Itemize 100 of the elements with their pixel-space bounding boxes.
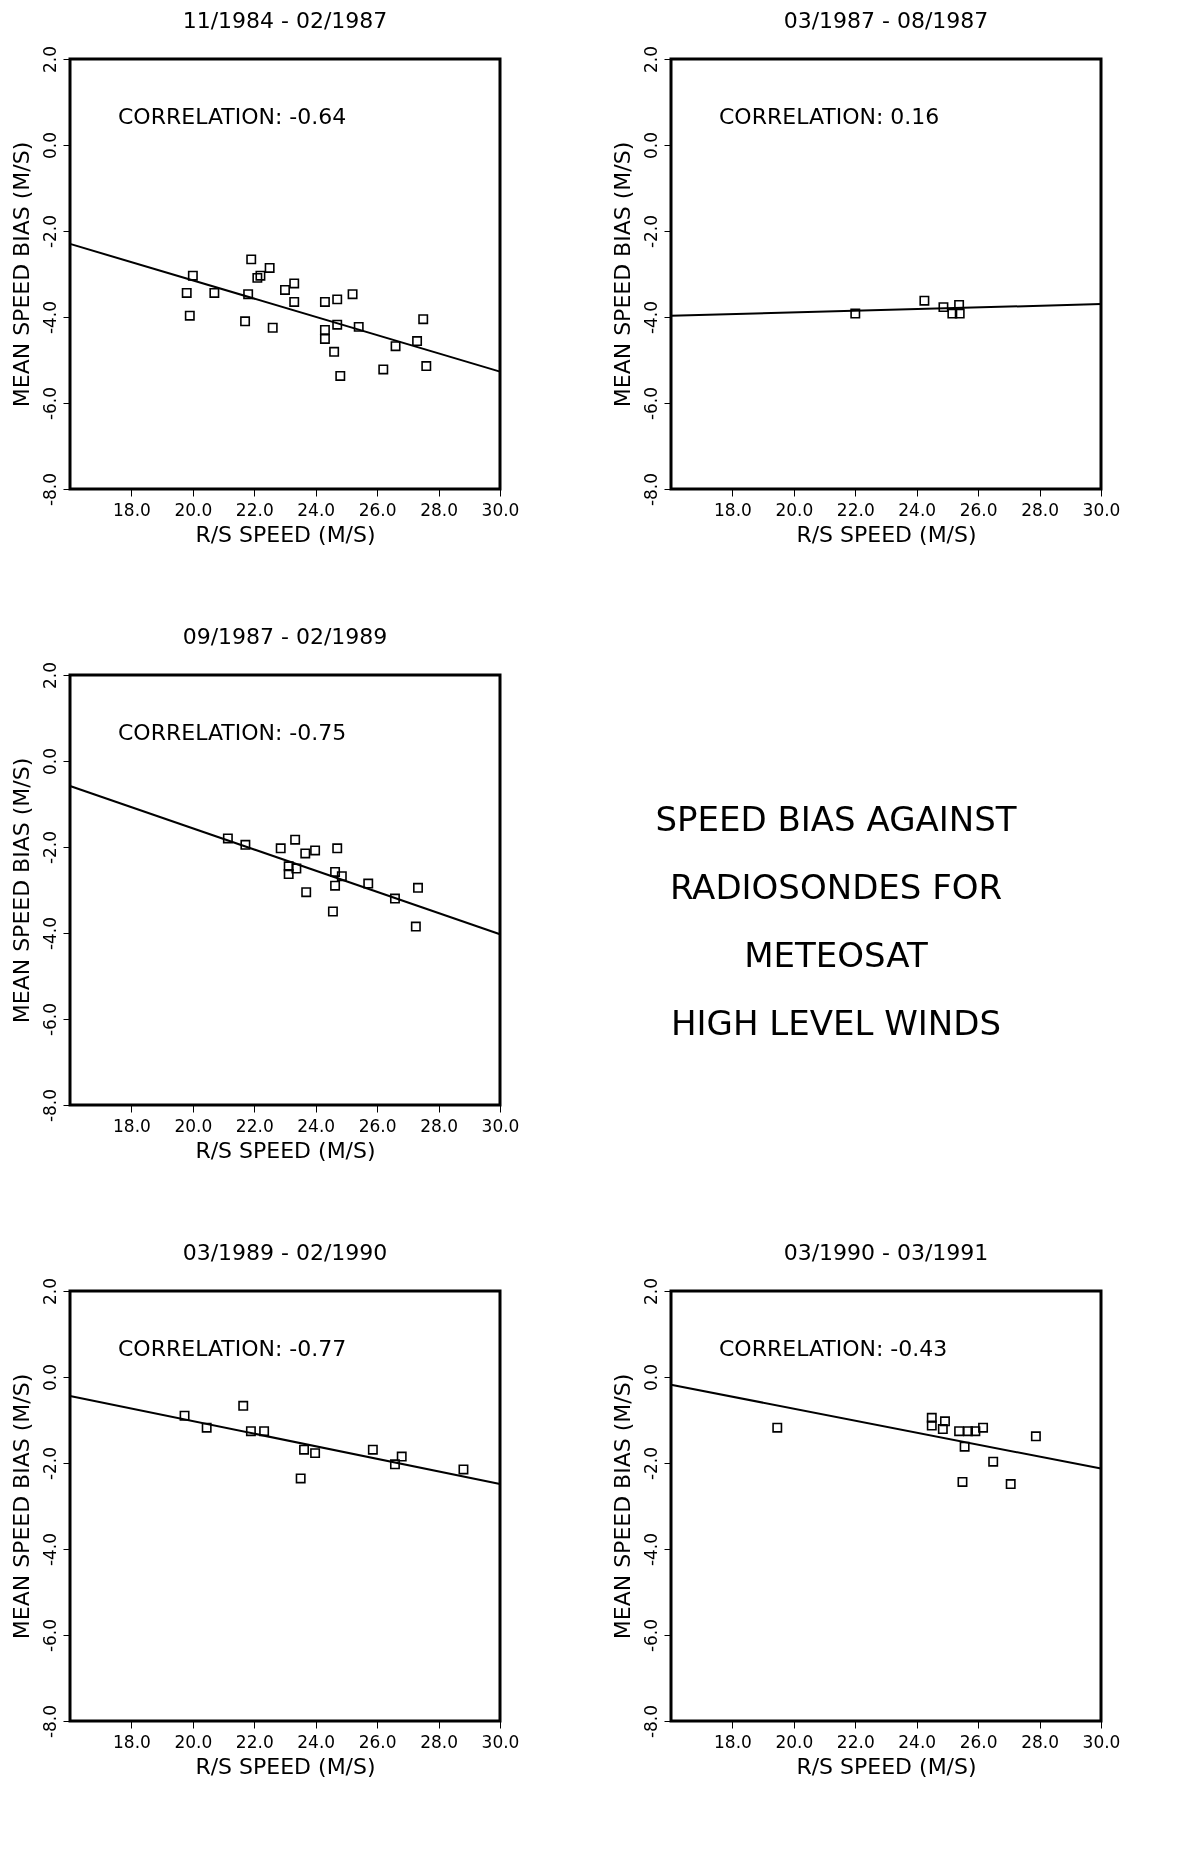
point bbox=[336, 871, 347, 882]
x-axis-title: R/S SPEED (M/S) bbox=[195, 1137, 376, 1163]
point bbox=[301, 887, 312, 898]
x-tick-label: 28.0 bbox=[420, 1731, 458, 1752]
x-tick-label: 26.0 bbox=[358, 1731, 397, 1752]
x-tick-label: 20.0 bbox=[174, 499, 213, 520]
x-tick-label: 22.0 bbox=[836, 499, 875, 520]
point bbox=[389, 893, 400, 904]
point bbox=[1005, 1479, 1016, 1490]
text: SPEED BIAS AGAINST bbox=[655, 799, 1017, 839]
x-tick-label: 20.0 bbox=[174, 1115, 213, 1136]
point bbox=[390, 341, 401, 352]
point bbox=[264, 263, 275, 273]
point bbox=[240, 839, 251, 850]
point bbox=[201, 1422, 212, 1433]
point bbox=[300, 848, 311, 859]
point bbox=[310, 845, 321, 856]
x-tick-label: 20.0 bbox=[174, 1731, 213, 1752]
y-axis-title: MEAN SPEED BIAS (M/S) bbox=[609, 1373, 635, 1640]
point bbox=[926, 1412, 937, 1423]
y-tick-label: 2.0 bbox=[640, 1277, 661, 1306]
point bbox=[772, 1422, 783, 1433]
y-tick-label: -4.0 bbox=[640, 1532, 661, 1567]
point bbox=[939, 1416, 950, 1427]
point bbox=[299, 1444, 310, 1455]
point bbox=[954, 299, 965, 310]
chart-title: 09/1987 - 02/1989 bbox=[182, 624, 388, 650]
point bbox=[410, 921, 421, 932]
point bbox=[418, 314, 429, 325]
y-tick-label: 2.0 bbox=[39, 1277, 60, 1306]
x-tick-label: 22.0 bbox=[836, 1731, 875, 1752]
y-tick-label: -8.0 bbox=[640, 1704, 661, 1739]
y-tick-label: -2.0 bbox=[640, 214, 661, 249]
point bbox=[319, 333, 330, 344]
point bbox=[280, 284, 290, 295]
x-tick-label: 18.0 bbox=[714, 499, 752, 520]
point bbox=[332, 319, 343, 330]
y-tick-label: -4.0 bbox=[39, 300, 60, 335]
x-tick-label: 22.0 bbox=[235, 1115, 274, 1136]
annotation: CORRELATION: -0.43 bbox=[719, 1336, 948, 1361]
point bbox=[327, 906, 338, 917]
point bbox=[222, 833, 233, 844]
point bbox=[329, 346, 340, 357]
x-tick-label: 26.0 bbox=[959, 499, 998, 520]
x-axis-title: R/S SPEED (M/S) bbox=[796, 1753, 977, 1779]
point bbox=[179, 1410, 190, 1421]
x-axis-title: R/S SPEED (M/S) bbox=[195, 521, 376, 547]
x-axis-title: R/S SPEED (M/S) bbox=[796, 521, 977, 547]
y-tick-label: 0.0 bbox=[640, 1363, 661, 1392]
chart-title: 03/1987 - 08/1987 bbox=[783, 8, 989, 34]
point bbox=[243, 289, 254, 300]
y-tick-label: 0.0 bbox=[39, 1363, 60, 1392]
point bbox=[396, 1451, 407, 1462]
y-tick-label: -2.0 bbox=[39, 214, 60, 249]
point bbox=[850, 308, 861, 319]
y-tick-label: 0.0 bbox=[39, 747, 60, 776]
chart-title: 11/1984 - 02/1987 bbox=[182, 8, 388, 34]
point bbox=[353, 321, 364, 332]
y-tick-label: -8.0 bbox=[39, 472, 60, 507]
y-tick-label: -2.0 bbox=[640, 1446, 661, 1481]
point bbox=[275, 843, 286, 854]
x-axis-title: R/S SPEED (M/S) bbox=[195, 1753, 376, 1779]
point bbox=[938, 302, 949, 313]
y-tick-label: -6.0 bbox=[640, 386, 661, 421]
x-tick-label: 24.0 bbox=[297, 1115, 336, 1136]
point bbox=[412, 336, 423, 347]
y-tick-label: 0.0 bbox=[39, 131, 60, 160]
point bbox=[330, 866, 341, 877]
point bbox=[458, 1464, 469, 1475]
x-tick-label: 28.0 bbox=[1021, 1731, 1059, 1752]
point bbox=[926, 1420, 937, 1431]
point bbox=[963, 1426, 973, 1437]
point bbox=[291, 863, 302, 874]
y-tick-label: -4.0 bbox=[640, 300, 661, 335]
x-tick-label: 24.0 bbox=[898, 1731, 937, 1752]
point bbox=[246, 254, 257, 265]
point bbox=[378, 364, 389, 375]
point bbox=[332, 843, 343, 854]
x-tick-label: 30.0 bbox=[481, 1731, 520, 1752]
text: METEOSAT bbox=[744, 935, 928, 975]
point bbox=[181, 287, 192, 298]
y-axis-title: MEAN SPEED BIAS (M/S) bbox=[8, 141, 34, 408]
point bbox=[295, 1473, 306, 1484]
chart-title: 03/1989 - 02/1990 bbox=[182, 1240, 388, 1266]
x-tick-label: 20.0 bbox=[775, 499, 814, 520]
x-tick-label: 24.0 bbox=[898, 499, 937, 520]
annotation: CORRELATION: -0.77 bbox=[118, 1336, 347, 1361]
x-tick-label: 30.0 bbox=[481, 1115, 520, 1136]
x-tick-label: 20.0 bbox=[775, 1731, 814, 1752]
y-tick-label: 2.0 bbox=[39, 661, 60, 690]
point bbox=[319, 296, 330, 307]
point bbox=[988, 1456, 999, 1467]
y-axis-title: MEAN SPEED BIAS (M/S) bbox=[609, 141, 635, 408]
point bbox=[289, 296, 300, 307]
point bbox=[959, 1441, 970, 1452]
y-tick-label: 0.0 bbox=[640, 131, 661, 160]
point bbox=[367, 1444, 378, 1455]
point bbox=[937, 1424, 948, 1435]
point bbox=[389, 1459, 400, 1470]
x-tick-label: 28.0 bbox=[1021, 499, 1059, 520]
